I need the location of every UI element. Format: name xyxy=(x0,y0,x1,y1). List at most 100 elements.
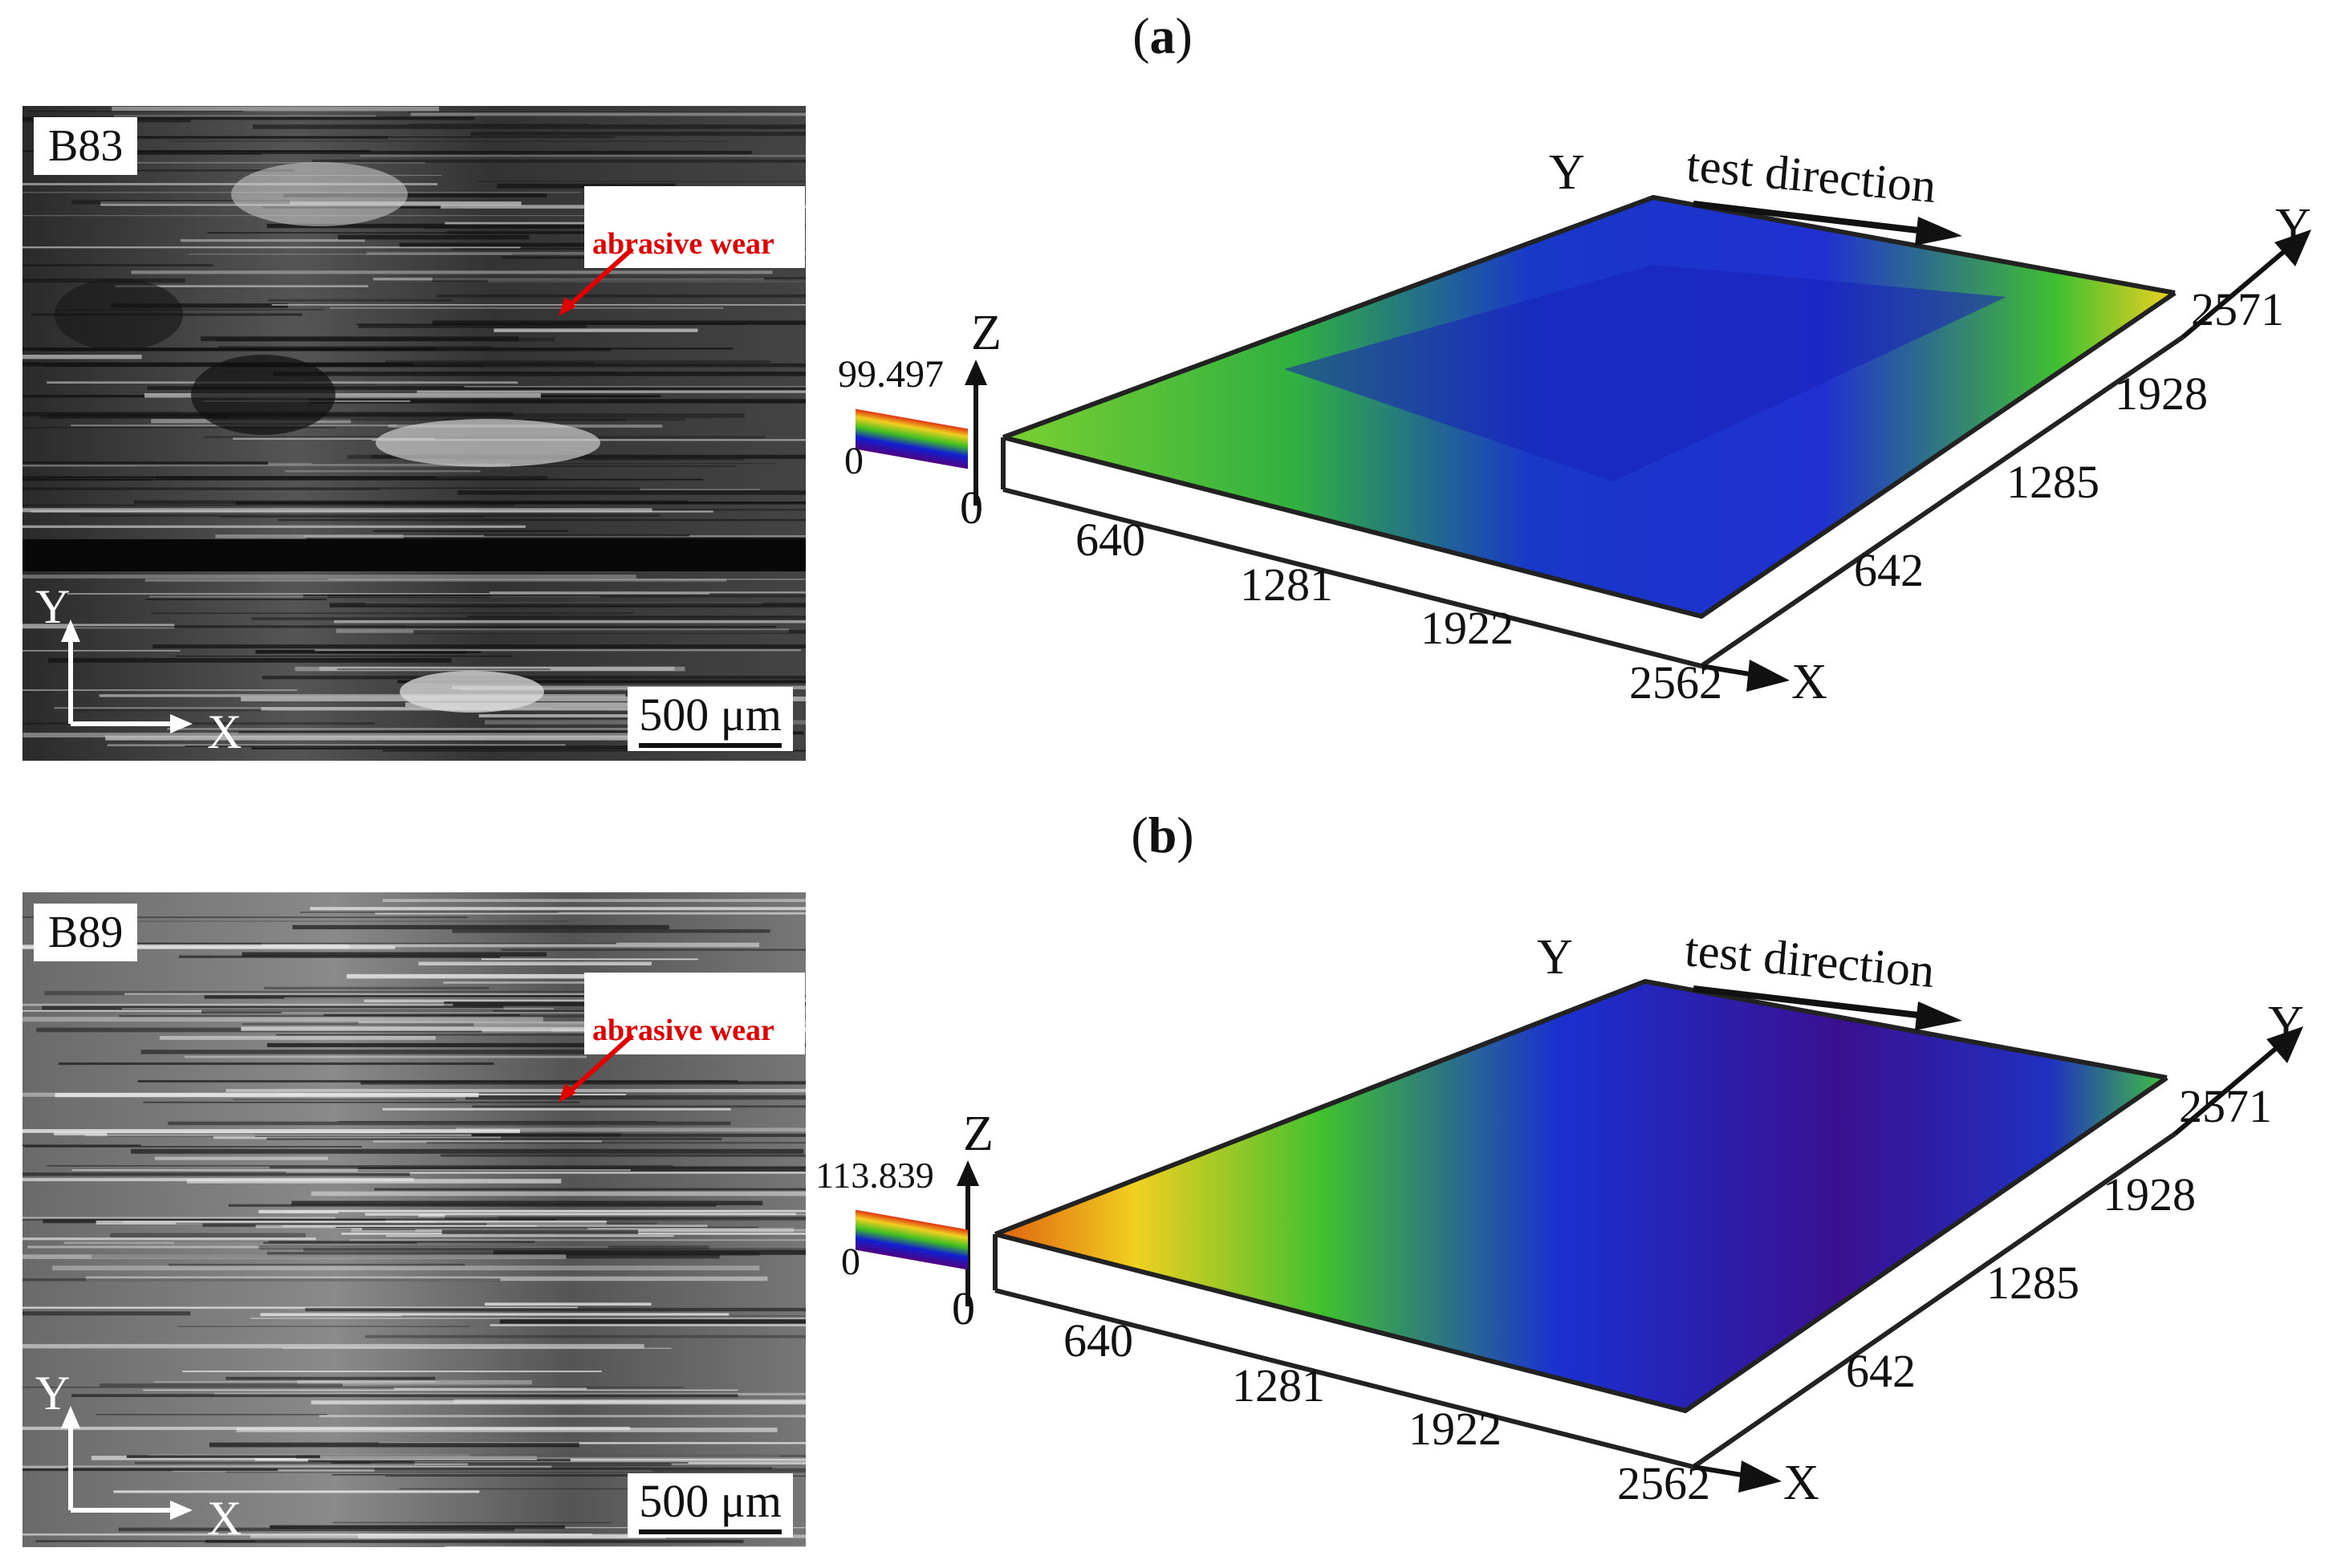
wear-streak xyxy=(135,1461,371,1464)
y-tick: 642 xyxy=(1846,1345,1916,1397)
wear-streak xyxy=(169,1263,465,1266)
wear-streak xyxy=(22,183,438,185)
z-axis xyxy=(965,360,987,506)
wear-streak xyxy=(384,1475,806,1477)
wear-streak xyxy=(22,944,349,949)
wear-streak xyxy=(401,1315,806,1317)
wear-streak xyxy=(327,594,806,598)
x-tick: 2562 xyxy=(1629,656,1722,709)
wear-streak xyxy=(497,183,676,189)
wear-streak xyxy=(22,1343,644,1349)
wear-streak xyxy=(467,1463,672,1466)
wear-streak xyxy=(488,279,806,282)
y-tick: 1285 xyxy=(1986,1257,2079,1309)
wear-streak xyxy=(67,593,710,595)
wear-streak xyxy=(384,360,771,364)
y-axis-arrow xyxy=(2181,230,2311,339)
wear-streak xyxy=(371,454,806,459)
wear-streak xyxy=(447,230,715,234)
wear-streak xyxy=(481,958,698,961)
wear-streak xyxy=(236,1428,778,1432)
wear-streak xyxy=(464,386,806,388)
wear-streak xyxy=(338,1212,806,1213)
wear-streak xyxy=(115,285,368,288)
wear-streak xyxy=(22,1003,453,1006)
wear-streak xyxy=(494,328,698,332)
wear-streak xyxy=(235,502,806,505)
wear-streak xyxy=(399,1488,673,1490)
wear-streak xyxy=(22,1278,501,1282)
wear-streak xyxy=(262,676,806,680)
surface-profile-a: Z Y Y X test direction 99.497 0 0 640 12… xyxy=(803,32,2325,778)
y-tick: 1928 xyxy=(2115,368,2208,420)
x-axis-label: X xyxy=(207,1492,242,1545)
origin-label: 0 xyxy=(952,1282,975,1334)
wear-streak xyxy=(186,1179,562,1184)
box-frame xyxy=(1001,194,2185,668)
wear-streak xyxy=(222,363,806,368)
surface-profile-b: Z Y Y X test direction 113.839 0 0 640 1… xyxy=(803,817,2325,1563)
wear-streak xyxy=(100,1383,343,1387)
wear-streak xyxy=(444,419,627,421)
wear-streak xyxy=(71,625,777,628)
wear-streak xyxy=(410,112,806,116)
wear-streak xyxy=(358,1021,806,1026)
scale-bar: 500 μm xyxy=(628,1473,793,1538)
panel-a-label: (a) xyxy=(0,6,2325,66)
wear-streak xyxy=(99,694,626,697)
micrograph-texture xyxy=(22,892,806,1547)
wear-streak xyxy=(218,346,492,347)
wear-streak xyxy=(373,1140,602,1143)
wear-streak xyxy=(228,1204,717,1207)
x-axis-label: X xyxy=(1783,1456,1819,1510)
wear-streak xyxy=(216,337,555,342)
wear-streak xyxy=(418,1214,806,1217)
wear-streak xyxy=(80,514,661,517)
x-tick: 640 xyxy=(1075,514,1145,566)
wear-streak xyxy=(86,1276,768,1282)
box-frame xyxy=(993,978,2177,1469)
wear-streak xyxy=(22,461,269,465)
wear-streak xyxy=(360,1081,806,1085)
wear-streak xyxy=(65,1467,773,1470)
wear-streak xyxy=(22,1017,543,1022)
wear-streak xyxy=(319,666,675,671)
sample-label: B89 xyxy=(34,904,138,961)
wear-streak xyxy=(270,1525,566,1529)
abrasive-wear-annotation: abrasive wear xyxy=(592,227,774,261)
wear-streak xyxy=(310,907,806,911)
y-axis-label-top: Y xyxy=(1537,930,1573,985)
wear-streak xyxy=(441,1154,806,1157)
wear-streak xyxy=(255,650,467,654)
wear-streak xyxy=(42,1005,504,1010)
wear-streak xyxy=(253,124,806,129)
wear-streak xyxy=(364,1334,806,1338)
wear-streak xyxy=(258,1245,709,1250)
wear-streak xyxy=(58,1062,494,1066)
wear-streak xyxy=(382,749,806,752)
wear-streak xyxy=(266,1137,722,1140)
wear-streak xyxy=(484,1302,652,1306)
wear-streak xyxy=(119,1014,806,1018)
wear-streak xyxy=(266,1252,760,1256)
direction-label: test direction xyxy=(1683,923,1937,997)
wear-streak xyxy=(200,336,519,342)
wear-streak xyxy=(22,478,704,481)
wear-streak xyxy=(226,1088,806,1093)
wear-streak xyxy=(154,1156,328,1160)
wear-streak xyxy=(22,264,213,266)
wear-streak xyxy=(22,1237,316,1241)
wear-streak xyxy=(210,418,686,421)
wear-streak xyxy=(22,916,468,919)
wear-streak xyxy=(437,294,806,298)
wear-streak xyxy=(169,140,727,142)
wear-streak xyxy=(281,1012,655,1014)
wear-streak xyxy=(22,1533,592,1536)
wear-streak xyxy=(286,1171,806,1174)
z-max-label: 99.497 xyxy=(838,353,944,396)
wear-streak xyxy=(180,239,365,242)
scale-bar: 500 μm xyxy=(628,687,793,751)
wear-streak xyxy=(452,929,770,933)
wear-streak xyxy=(92,136,388,140)
wear-streak xyxy=(315,649,802,652)
